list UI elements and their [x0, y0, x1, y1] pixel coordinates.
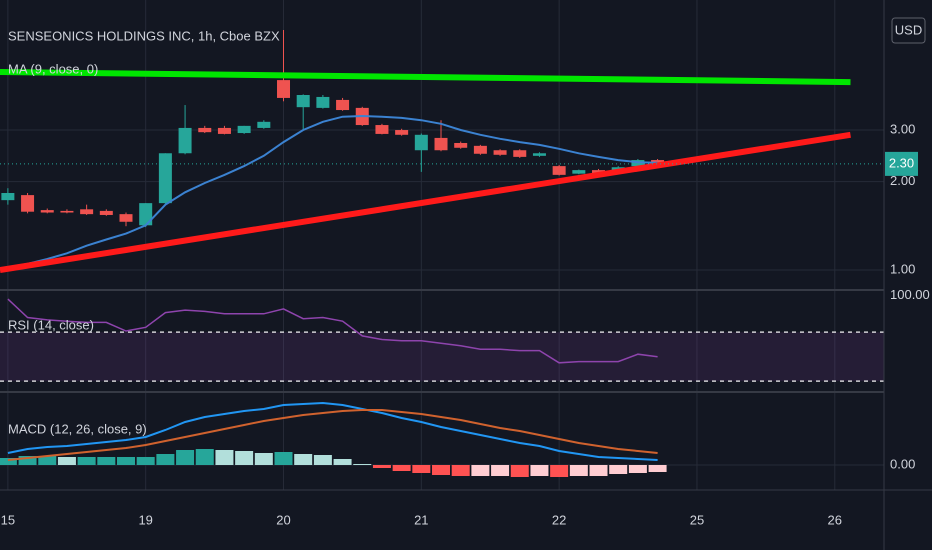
candle-body [552, 166, 566, 175]
macd-histogram-bar [510, 465, 529, 477]
y-tick-label: 2.00 [890, 173, 915, 188]
macd-histogram-bar [333, 459, 352, 465]
macd-histogram-bar [432, 465, 451, 475]
macd-histogram-bar [235, 451, 254, 465]
rsi-legend: RSI (14, close) [8, 317, 94, 332]
macd-histogram-bar [313, 455, 332, 465]
macd-histogram-bar [609, 465, 628, 474]
candle-body [178, 127, 192, 154]
macd-histogram-bar [176, 450, 195, 465]
candle-body [277, 80, 291, 98]
rsi-band-fill [0, 332, 884, 382]
marks-layer [0, 29, 884, 477]
macd-histogram-bar [412, 465, 431, 473]
x-tick-label: 20 [276, 512, 290, 527]
x-tick-label: 21 [414, 512, 428, 527]
candle-body [592, 170, 606, 174]
macd-histogram-bar [0, 458, 17, 465]
macd-histogram-bar [589, 465, 608, 476]
macd-histogram-bar [471, 465, 490, 476]
trend-line [0, 69, 851, 86]
candle-body [198, 127, 212, 133]
rsi-line [7, 298, 658, 364]
candle-body [80, 209, 94, 215]
trend-line [0, 131, 851, 273]
candle-body [395, 130, 409, 135]
symbol-title: SENSEONICS HOLDINGS INC, 1h, Cboe BZX [8, 28, 280, 43]
x-tick-label: 19 [138, 512, 152, 527]
candle-body [513, 150, 527, 157]
labels-layer: SENSEONICS HOLDINGS INC, 1h, Cboe BZX MA… [1, 17, 930, 527]
macd-histogram-bar [156, 454, 175, 465]
candle-body [316, 96, 330, 108]
candle-body [217, 127, 231, 134]
macd-line [7, 401, 658, 461]
x-tick-label: 22 [552, 512, 566, 527]
y-tick-label: 0.00 [890, 456, 915, 471]
candle-body [375, 125, 389, 134]
macd-histogram-bar [77, 457, 96, 465]
macd-histogram-bar [569, 465, 588, 476]
x-tick-label: 26 [828, 512, 842, 527]
y-tick-label: 100.00 [890, 287, 930, 302]
macd-histogram-bar [372, 465, 391, 468]
grid-layer [0, 0, 884, 490]
candle-body [473, 145, 487, 154]
candle-body [158, 153, 172, 204]
candle-body [414, 134, 428, 151]
y-tick-label: 1.00 [890, 261, 915, 276]
currency-label[interactable]: USD [895, 22, 922, 37]
last-price-label: 2.30 [889, 155, 914, 170]
macd-histogram-bar [97, 457, 116, 465]
macd-histogram-bar [215, 450, 234, 465]
x-tick-label: 15 [1, 512, 15, 527]
candle-body [296, 94, 310, 108]
candle-body [40, 210, 54, 213]
macd-histogram-bar [628, 465, 647, 473]
macd-legend: MACD (12, 26, close, 9) [8, 421, 147, 436]
candle-body [139, 203, 153, 226]
candle-body [237, 125, 251, 134]
candle-body [60, 210, 74, 213]
ma-line [7, 114, 658, 269]
ma-legend: MA (9, close, 0) [8, 61, 98, 76]
macd-histogram-bar [353, 464, 372, 465]
macd-histogram-bar [648, 465, 667, 472]
macd-histogram-bar [530, 465, 549, 476]
macd-line [7, 409, 658, 461]
candle-body [1, 192, 15, 201]
candle-body [99, 210, 113, 215]
macd-histogram-bar [550, 465, 569, 477]
candle-body [336, 99, 350, 111]
candle-body [532, 153, 546, 156]
candle-body [119, 214, 133, 222]
macd-histogram-bar [254, 453, 273, 465]
currency-box[interactable] [891, 17, 926, 44]
macd-histogram-bar [18, 456, 37, 465]
candle-body [21, 195, 35, 212]
candle-body [454, 142, 468, 148]
macd-histogram-bar [136, 457, 155, 465]
candle-body [493, 150, 507, 155]
macd-histogram-bar [392, 465, 411, 471]
macd-histogram-bar [274, 452, 293, 465]
macd-histogram-bar [491, 465, 510, 476]
macd-histogram-bar [57, 457, 76, 465]
candle-body [434, 137, 448, 151]
candle-body [257, 121, 271, 128]
y-tick-label: 3.00 [890, 121, 915, 136]
macd-histogram-bar [117, 457, 136, 465]
macd-histogram-bar [451, 465, 470, 476]
last-price-box [885, 151, 918, 176]
candle-body [572, 170, 586, 174]
macd-histogram-bar [38, 456, 57, 465]
macd-histogram-bar [195, 449, 214, 465]
x-tick-label: 25 [690, 512, 704, 527]
macd-histogram-bar [294, 454, 313, 465]
